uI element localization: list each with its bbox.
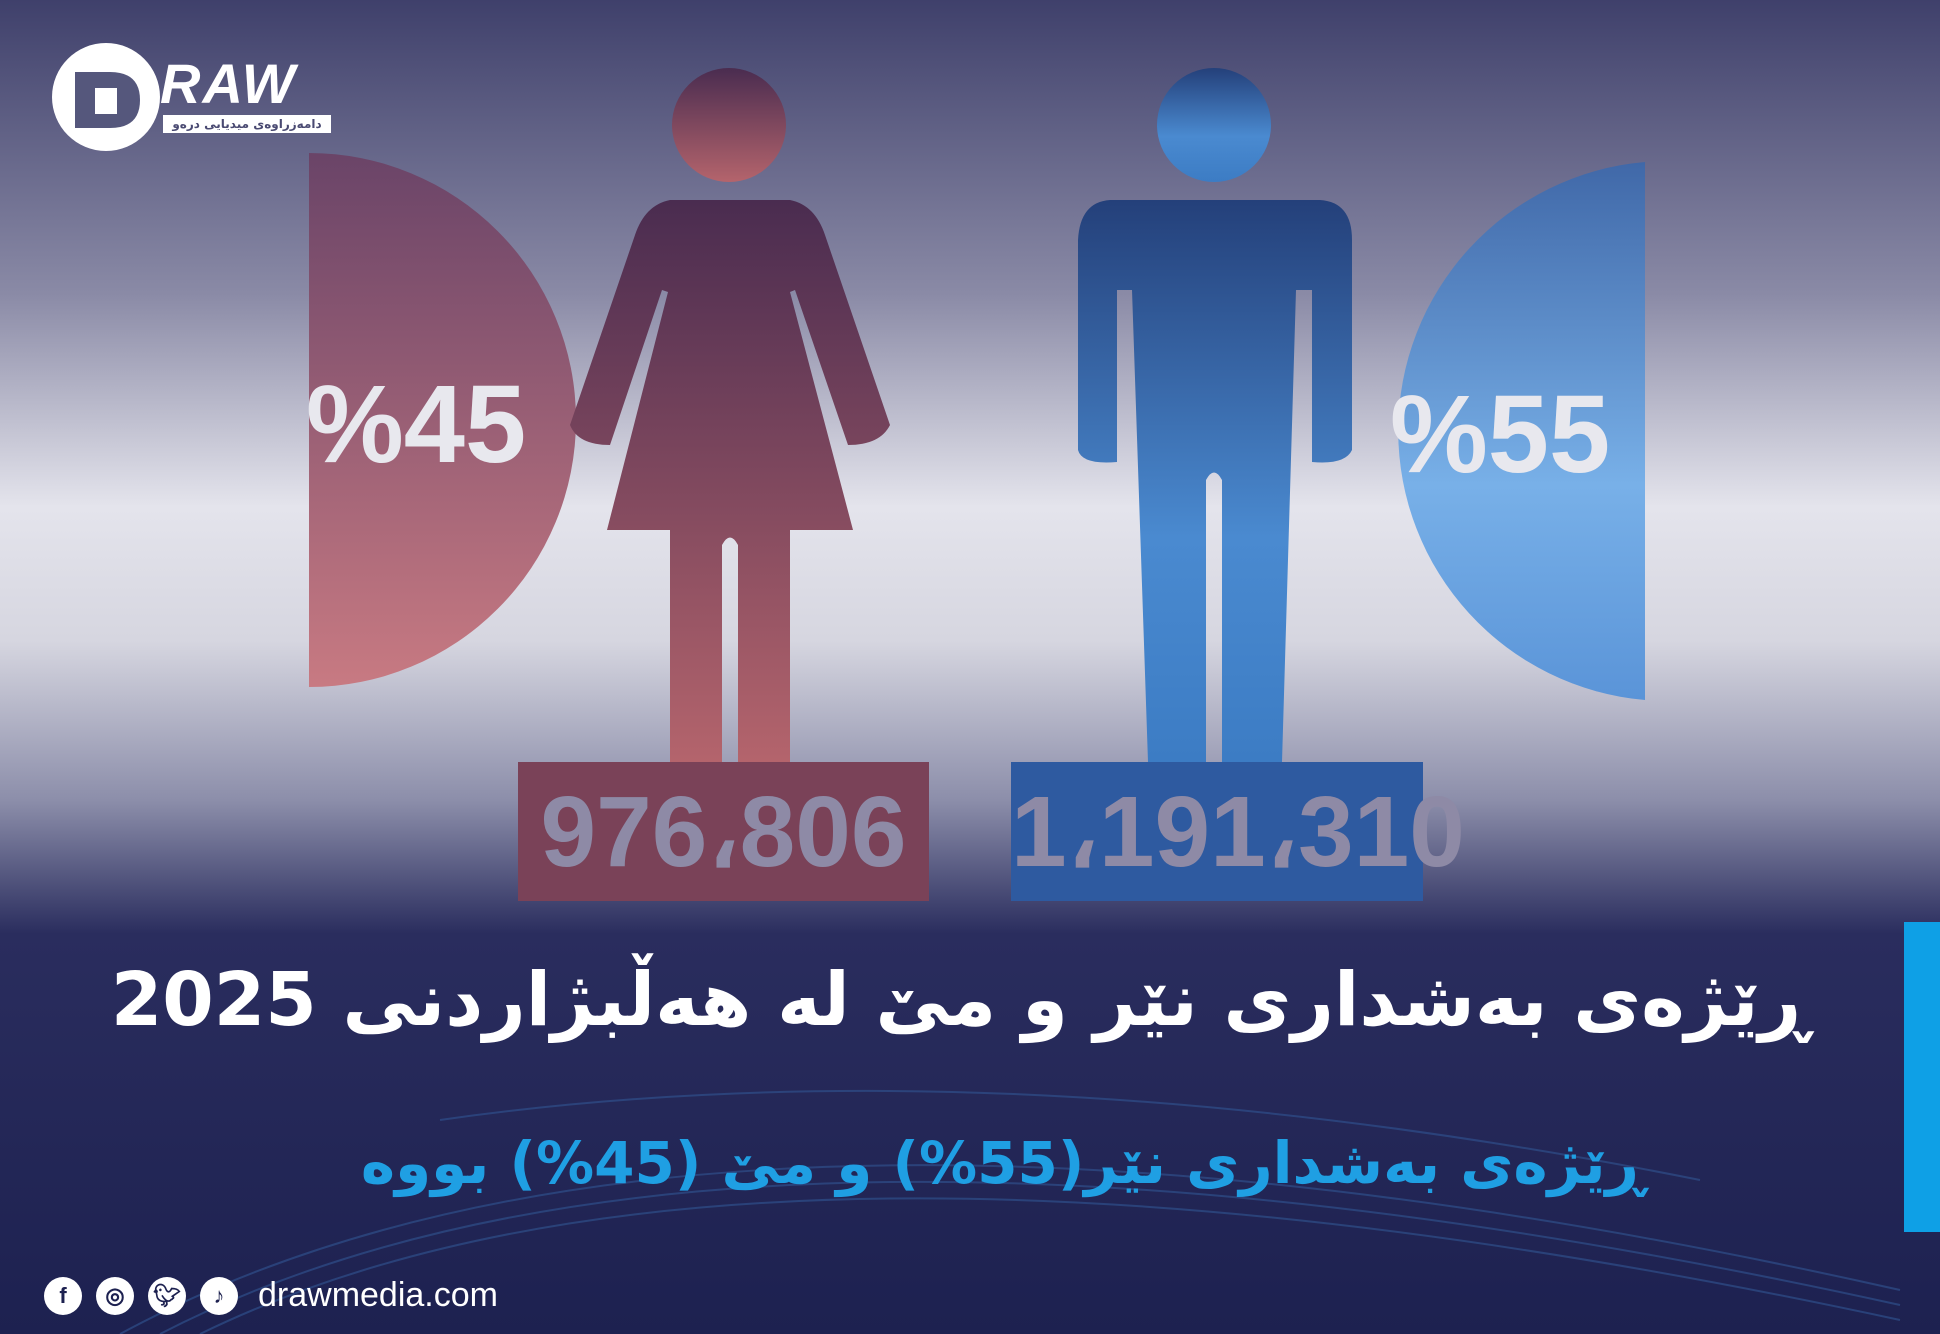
male-figure-icon <box>1078 68 1352 762</box>
logo-d-icon <box>52 43 160 151</box>
female-percent: %45 <box>306 363 527 486</box>
female-half-circle <box>309 153 576 687</box>
female-count-box <box>518 762 929 901</box>
facebook-icon[interactable]: f <box>44 1276 82 1315</box>
twitter-icon[interactable]: 🐦︎ <box>148 1276 186 1315</box>
wave-lines <box>119 1089 1901 1334</box>
male-count-box <box>1011 762 1423 901</box>
subheadline: ڕێژەی بەشداری نێر(55%) و مێ (45%) بووە <box>360 1129 1645 1197</box>
instagram-icon[interactable]: ◎ <box>96 1276 134 1315</box>
footer: f ◎ 🐦︎ ♪ drawmedia.com <box>44 1276 498 1315</box>
accent-bar <box>1904 922 1940 1232</box>
male-half-circle <box>1398 162 1645 700</box>
headline: ڕێژەی بەشداری نێر و مێ لە هەڵبژاردنی 202… <box>110 957 1809 1043</box>
logo-wordmark: RAW <box>160 52 297 115</box>
female-count: 976،806 <box>540 776 911 888</box>
website-link[interactable]: drawmedia.com <box>258 1276 498 1314</box>
tiktok-icon[interactable]: ♪ <box>200 1276 238 1315</box>
male-percent: %55 <box>1390 373 1611 496</box>
female-figure-icon <box>570 68 890 762</box>
logo-tagline: دامەزراوەی میدیایی درەو <box>163 115 331 133</box>
male-count: 1،191،310 <box>1011 776 1469 888</box>
